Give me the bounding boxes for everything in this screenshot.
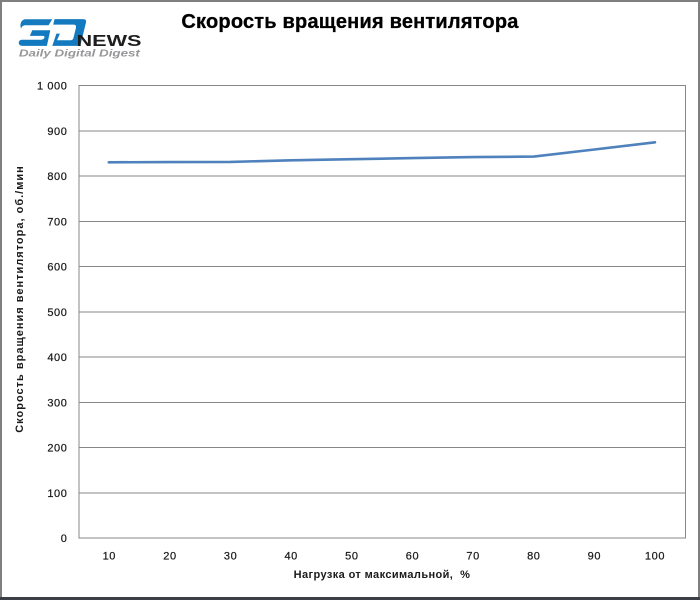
svg-text:0: 0 [61, 533, 68, 545]
svg-text:10: 10 [103, 551, 116, 563]
svg-text:500: 500 [47, 307, 67, 319]
svg-text:90: 90 [588, 551, 601, 563]
svg-text:1 000: 1 000 [37, 81, 68, 93]
svg-text:50: 50 [345, 551, 358, 563]
svg-text:80: 80 [527, 551, 540, 563]
svg-text:900: 900 [47, 126, 67, 138]
svg-text:20: 20 [163, 551, 176, 563]
svg-text:100: 100 [645, 551, 665, 563]
svg-text:200: 200 [47, 443, 67, 455]
svg-text:NEWS: NEWS [77, 33, 142, 50]
svg-text:700: 700 [47, 216, 67, 228]
svg-text:60: 60 [406, 551, 419, 563]
svg-text:300: 300 [47, 397, 67, 409]
svg-text:600: 600 [47, 262, 67, 274]
svg-text:Daily Digital Digest: Daily Digital Digest [19, 49, 141, 60]
svg-text:Нагрузка от максимальной, %: Нагрузка от максимальной, % [294, 569, 471, 581]
svg-text:70: 70 [466, 551, 479, 563]
svg-text:40: 40 [284, 551, 297, 563]
svg-text:Скорость вращения вентилятора,: Скорость вращения вентилятора, об./мин [14, 165, 26, 433]
svg-text:100: 100 [47, 488, 67, 500]
svg-text:800: 800 [47, 171, 67, 183]
svg-text:30: 30 [224, 551, 237, 563]
svg-text:400: 400 [47, 352, 67, 364]
